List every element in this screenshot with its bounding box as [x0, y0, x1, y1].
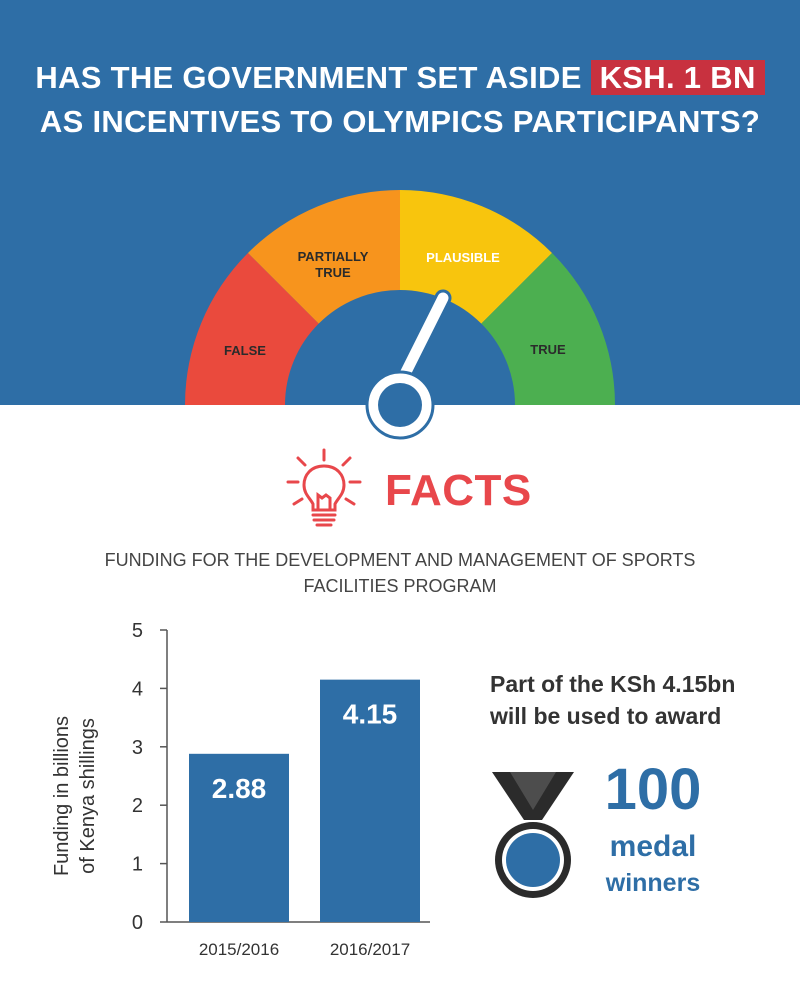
award-note-line-2: will be used to award [490, 703, 722, 729]
bar-data-label: 4.15 [343, 699, 398, 730]
gauge-label-partially-line2: TRUE [315, 265, 351, 280]
x-category-label: 2015/2016 [199, 940, 279, 959]
gauge-segment-partially-true [247, 190, 400, 324]
y-tick-label: 0 [132, 912, 143, 934]
facts-title: FACTS [385, 466, 532, 515]
gauge-label-false: FALSE [224, 343, 266, 358]
y-tick-label: 1 [132, 854, 143, 876]
chart-subtitle: FUNDING FOR THE DEVELOPMENT AND MANAGEME… [40, 547, 760, 599]
y-axis-label-line-1: Funding in billions [51, 716, 73, 876]
y-tick-label: 5 [132, 620, 143, 642]
medal-count: 100 [604, 757, 702, 822]
gauge-segment-plausible [400, 190, 553, 324]
headline-line-2: AS INCENTIVES TO OLYMPICS PARTICIPANTS? [39, 104, 761, 139]
winners-word: winners [605, 869, 701, 897]
headline-prefix: HAS THE GOVERNMENT SET ASIDE [35, 60, 582, 95]
gauge-label-partially-line1: PARTIALLY [298, 249, 369, 264]
y-tick-label: 2 [132, 795, 143, 817]
y-tick-label: 3 [132, 737, 143, 759]
verdict-gauge: FALSE PARTIALLY TRUE PLAUSIBLE TRUE [185, 190, 615, 440]
y-axis-label-line-2: of Kenya shillings [77, 718, 99, 874]
y-tick-label: 4 [132, 678, 143, 700]
headline: HAS THE GOVERNMENT SET ASIDE KSH. 1 BN A… [0, 56, 800, 144]
medal-icon [492, 772, 574, 898]
headline-line-1: HAS THE GOVERNMENT SET ASIDE KSH. 1 BN [0, 56, 800, 100]
chart-subtitle-line-1: FUNDING FOR THE DEVELOPMENT AND MANAGEME… [104, 550, 696, 570]
funding-bar-chart: Funding in billions of Kenya shillings 0… [51, 620, 430, 959]
x-category-label: 2016/2017 [330, 940, 410, 959]
lightbulb-icon [286, 448, 362, 527]
award-note-line-1: Part of the KSh 4.15bn [490, 671, 736, 697]
bar [320, 679, 420, 922]
bar-data-label: 2.88 [212, 773, 267, 804]
award-note: Part of the KSh 4.15bn will be used to a… [490, 668, 780, 732]
gauge-segment-false [185, 252, 319, 405]
bar [189, 753, 289, 922]
gauge-segment-true [481, 252, 615, 405]
chart-subtitle-line-2: FACILITIES PROGRAM [303, 576, 497, 596]
medal-word: medal [609, 830, 697, 863]
gauge-label-true: TRUE [530, 342, 566, 357]
gauge-label-plausible: PLAUSIBLE [426, 250, 500, 265]
gauge-hub-inner [378, 383, 422, 427]
headline-highlight: KSH. 1 BN [590, 60, 765, 95]
